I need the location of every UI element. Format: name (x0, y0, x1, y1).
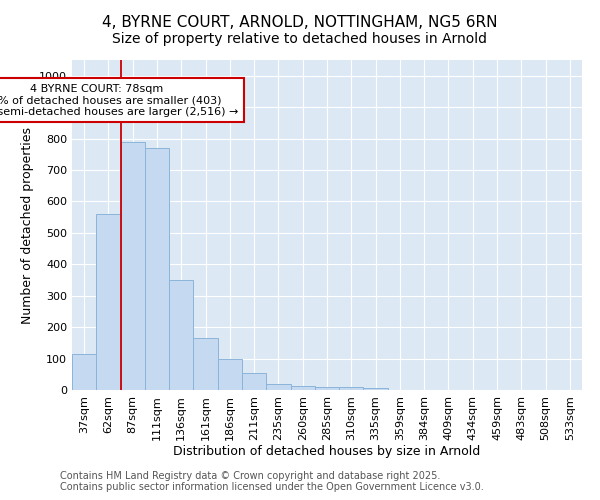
Bar (145, 148, 169, 390)
Bar (242, 374, 266, 390)
X-axis label: Distribution of detached houses by size in Arnold: Distribution of detached houses by size … (173, 446, 481, 458)
Bar (193, 338, 218, 390)
Text: Size of property relative to detached houses in Arnold: Size of property relative to detached ho… (113, 32, 487, 46)
Bar (121, 142, 145, 390)
Text: Contains HM Land Registry data © Crown copyright and database right 2025.
Contai: Contains HM Land Registry data © Crown c… (60, 471, 484, 492)
Bar (72, 354, 96, 390)
Bar (315, 387, 339, 390)
Bar (339, 388, 364, 390)
Y-axis label: Number of detached properties: Number of detached properties (20, 126, 34, 324)
Bar (266, 384, 290, 390)
Bar (96, 214, 121, 390)
Text: 4, BYRNE COURT, ARNOLD, NOTTINGHAM, NG5 6RN: 4, BYRNE COURT, ARNOLD, NOTTINGHAM, NG5 … (102, 15, 498, 30)
Bar (169, 280, 193, 390)
Bar (364, 388, 388, 390)
Text: 4 BYRNE COURT: 78sqm
← 14% of detached houses are smaller (403)
86% of semi-deta: 4 BYRNE COURT: 78sqm ← 14% of detached h… (0, 84, 238, 117)
Bar (218, 358, 242, 390)
Bar (290, 386, 315, 390)
